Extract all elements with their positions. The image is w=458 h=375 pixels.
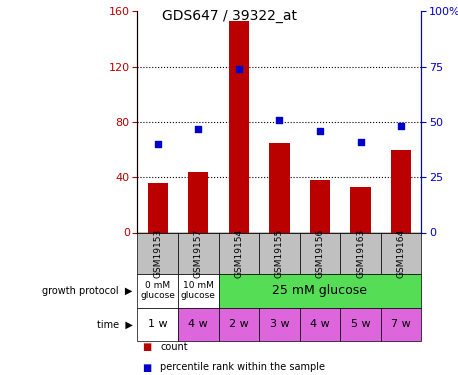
Text: 4 w: 4 w [310, 320, 330, 329]
Bar [269, 142, 289, 232]
Text: GSM19164: GSM19164 [397, 228, 406, 278]
Text: ■: ■ [142, 342, 151, 352]
Point [154, 141, 161, 147]
Text: 25 mM glucose: 25 mM glucose [273, 284, 367, 297]
Text: GSM19157: GSM19157 [194, 228, 203, 278]
Bar [310, 180, 330, 232]
Text: GSM19155: GSM19155 [275, 228, 284, 278]
Bar [350, 187, 371, 232]
Point [357, 139, 364, 145]
Text: GSM19156: GSM19156 [316, 228, 324, 278]
Text: 5 w: 5 w [351, 320, 371, 329]
Point [276, 117, 283, 123]
Text: GDS647 / 39322_at: GDS647 / 39322_at [162, 9, 296, 23]
Text: percentile rank within the sample: percentile rank within the sample [160, 363, 325, 372]
Point [398, 123, 405, 129]
Bar [188, 172, 208, 232]
Point [235, 66, 242, 72]
Text: 1 w: 1 w [148, 320, 168, 329]
Text: count: count [160, 342, 188, 352]
Text: 4 w: 4 w [188, 320, 208, 329]
Text: growth protocol  ▶: growth protocol ▶ [43, 286, 133, 296]
Text: 0 mM
glucose: 0 mM glucose [140, 281, 175, 300]
Text: GSM19153: GSM19153 [153, 228, 162, 278]
Bar [147, 183, 168, 232]
Text: 2 w: 2 w [229, 320, 249, 329]
Text: GSM19154: GSM19154 [234, 228, 243, 278]
Text: 3 w: 3 w [270, 320, 289, 329]
Point [195, 126, 202, 132]
Text: ■: ■ [142, 363, 151, 372]
Bar [229, 21, 249, 232]
Point [316, 128, 324, 134]
Text: GSM19163: GSM19163 [356, 228, 365, 278]
Text: 7 w: 7 w [391, 320, 411, 329]
Text: 10 mM
glucose: 10 mM glucose [181, 281, 216, 300]
Bar [391, 150, 411, 232]
Text: time  ▶: time ▶ [97, 320, 133, 329]
